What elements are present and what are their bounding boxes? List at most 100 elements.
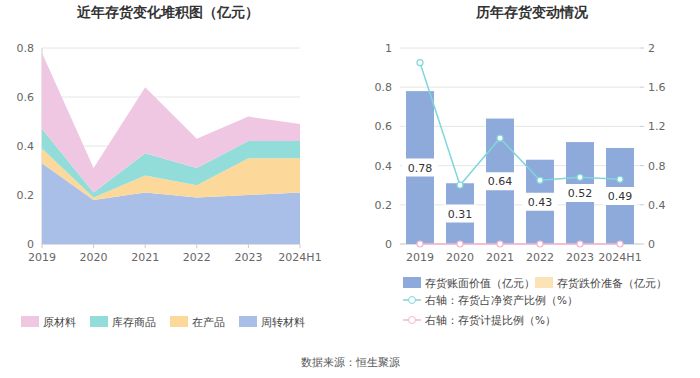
grid-line	[42, 97, 300, 98]
y2-tick-label: 1.6	[648, 81, 666, 94]
x-tick-label: 2019	[28, 251, 56, 264]
legend-label: 右轴：存货占净资产比例（%）	[425, 294, 578, 306]
data-label-box	[482, 172, 518, 190]
y-tick-label: 0.4	[17, 140, 35, 153]
data-label: 0.78	[408, 162, 433, 175]
grid-line	[400, 244, 640, 245]
y-tick-label: 0.8	[17, 42, 35, 55]
x-tick-label: 2022	[183, 251, 211, 264]
line-marker	[457, 241, 463, 247]
data-label: 0.31	[448, 208, 473, 221]
y-tick-label: 0	[385, 238, 392, 251]
legend-swatch	[170, 316, 188, 327]
legend-label: 在产品	[192, 316, 225, 329]
line-marker	[537, 241, 543, 247]
legend-swatch	[90, 316, 108, 327]
line-marker	[577, 174, 583, 180]
x-tick	[93, 244, 94, 248]
legend-label: 库存商品	[112, 316, 156, 329]
y2-tick	[640, 126, 644, 127]
y-tick-label: 0	[27, 238, 34, 251]
legend-swatch	[409, 317, 416, 324]
x-tick-label: 2021	[131, 251, 159, 264]
y2-tick	[640, 87, 644, 88]
chart-root: 近年存货变化堆积图（亿元）00.20.40.60.820192020202120…	[0, 0, 700, 378]
legend-label: 右轴：存货计提比例（%）	[425, 314, 556, 326]
data-label: 0.43	[528, 196, 553, 209]
data-label: 0.52	[568, 187, 593, 200]
bar	[446, 183, 474, 244]
title: 历年存货变动情况	[475, 4, 589, 20]
x-tick-label: 2022	[526, 251, 554, 264]
bar	[606, 148, 634, 244]
bar	[566, 142, 594, 244]
bar	[486, 119, 514, 244]
title: 近年存货变化堆积图（亿元）	[76, 4, 259, 20]
y-tick-label: 0.6	[375, 120, 393, 133]
y2-tick-label: 2	[648, 42, 655, 55]
y-tick-label: 0.2	[375, 199, 393, 212]
data-label: 0.49	[608, 190, 633, 203]
x-axis	[400, 244, 640, 245]
x-tick-label: 2021	[486, 251, 514, 264]
line	[420, 63, 620, 186]
grid-line	[400, 87, 640, 88]
x-tick-label: 2024H1	[278, 251, 321, 264]
plot-area	[42, 53, 300, 244]
data-label: 0.64	[488, 175, 513, 188]
x-tick-label: 2019	[406, 251, 434, 264]
bar	[406, 91, 434, 244]
x-tick-label: 2024H1	[598, 251, 641, 264]
line	[420, 243, 620, 245]
grid-line	[400, 126, 640, 127]
x-tick	[300, 244, 301, 248]
y2-tick-label: 0.8	[648, 160, 666, 173]
plot-area	[406, 60, 634, 247]
line-marker	[457, 182, 463, 188]
data-label-box	[522, 193, 558, 211]
x-tick-label: 2023	[234, 251, 262, 264]
line-marker	[577, 241, 583, 247]
source: 数据来源：恒生聚源	[301, 356, 400, 369]
x-tick-label: 2020	[80, 251, 108, 264]
line-marker	[417, 60, 423, 66]
y2-tick-label: 0	[648, 238, 655, 251]
x-tick	[145, 244, 146, 248]
y-tick-label: 0.4	[375, 160, 393, 173]
legend-swatch	[21, 316, 39, 327]
legend-swatch	[409, 297, 416, 304]
y2-tick-label: 0.4	[648, 199, 666, 212]
line-marker	[617, 176, 623, 182]
legend-swatch	[535, 277, 553, 288]
legend-label: 周转材料	[261, 316, 305, 329]
area	[42, 53, 300, 193]
data-label-box	[442, 205, 478, 223]
grid-line	[42, 48, 300, 49]
bar	[526, 160, 554, 244]
y-tick-label: 0.2	[17, 189, 35, 202]
legend-swatch	[239, 316, 257, 327]
line-marker	[497, 241, 503, 247]
y2-tick	[640, 165, 644, 166]
y2-tick	[640, 244, 644, 245]
x-tick	[196, 244, 197, 248]
data-label-box	[402, 159, 438, 177]
line-marker	[417, 241, 423, 247]
legend-label: 存货跌价准备（亿元）	[557, 277, 667, 289]
x-tick	[42, 244, 43, 248]
x-tick-label: 2023	[566, 251, 594, 264]
data-label-box	[602, 187, 638, 205]
y2-tick	[640, 204, 644, 205]
y-tick-label: 0.8	[375, 81, 393, 94]
data-label-box	[562, 184, 598, 202]
y-tick-label: 1	[385, 42, 392, 55]
y-tick-label: 0.6	[17, 91, 35, 104]
legend-label: 存货账面价值（亿元）	[425, 277, 535, 289]
line-marker	[537, 177, 543, 183]
line-marker	[497, 135, 503, 141]
legend-swatch	[403, 277, 421, 288]
grid-line	[400, 48, 640, 49]
y2-tick-label: 1.2	[648, 120, 666, 133]
x-tick	[248, 244, 249, 248]
y2-tick	[640, 48, 644, 49]
